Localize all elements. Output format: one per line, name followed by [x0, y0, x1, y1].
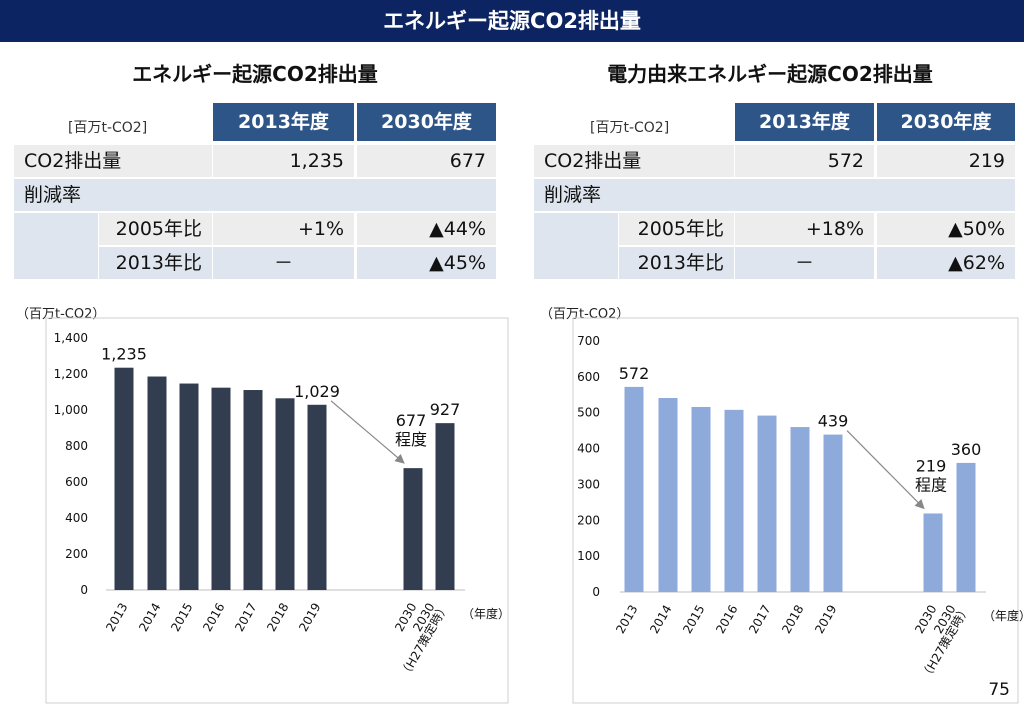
- left-row-2005-2030: ▲44%: [357, 213, 496, 245]
- left-chart-data-label: 927: [430, 400, 461, 419]
- left-chart-ytick-label: 400: [65, 511, 88, 525]
- right-chart-bar: [790, 427, 810, 592]
- right-chart-xtick-label: 2019: [812, 603, 839, 636]
- right-chart-xtick-label: 2018: [779, 603, 806, 636]
- right-chart-trend-arrow: [846, 430, 925, 510]
- left-chart-xtick-label: 2017: [232, 601, 259, 634]
- left-row-emission-2030: 677: [357, 145, 496, 177]
- left-chart-trend-arrow: [330, 400, 405, 464]
- right-row-2013-2013: －: [735, 247, 874, 279]
- left-row-emission-label: CO2排出量: [14, 145, 212, 177]
- left-row-reduction-label: 削減率: [14, 179, 496, 211]
- right-table-title: 電力由来エネルギー起源CO2排出量: [607, 62, 933, 86]
- left-chart-frame: [45, 317, 509, 704]
- left-chart-xtick-label: 2015: [168, 601, 195, 634]
- right-chart-xtick-label: 2017: [746, 603, 773, 636]
- right-row-emission-label: CO2排出量: [534, 145, 734, 177]
- right-row-emission-2013: 572: [735, 145, 874, 177]
- left-row-emission-2013: 1,235: [213, 145, 354, 177]
- left-chart-ytick-label: 0: [80, 583, 88, 597]
- left-chart-data-label-sub: 程度: [395, 430, 427, 449]
- left-chart-ytick-label: 600: [65, 475, 88, 489]
- left-reduction-spacer: [14, 213, 98, 279]
- right-chart-data-label: 572: [619, 364, 650, 383]
- right-chart-x-unit: （年度）: [983, 608, 1024, 623]
- right-chart-ytick-label: 400: [577, 442, 600, 456]
- left-chart-ytick-label: 1,000: [54, 403, 88, 417]
- right-chart-ytick-label: 700: [577, 334, 600, 348]
- right-chart-data-label: 360: [951, 440, 982, 459]
- left-col-2013: 2013年度: [213, 103, 354, 141]
- left-chart-data-label: 1,029: [294, 382, 340, 401]
- right-chart-bar: [823, 434, 843, 592]
- left-chart-xtick-label: 2014: [136, 601, 163, 634]
- left-chart-bar: [179, 383, 199, 590]
- left-chart-bar: [435, 423, 455, 590]
- left-chart-bar: [307, 404, 327, 590]
- right-chart-ytick-label: 500: [577, 406, 600, 420]
- left-chart-data-label: 677: [396, 411, 427, 430]
- right-row-reduction-label: 削減率: [534, 179, 1015, 211]
- right-chart-bar: [757, 415, 777, 592]
- page-title: エネルギー起源CO2排出量: [383, 9, 641, 33]
- left-col-2030: 2030年度: [357, 103, 496, 141]
- right-chart-bar: [724, 409, 744, 592]
- right-chart-ytick-label: 100: [577, 549, 600, 563]
- right-chart-ytick-label: 300: [577, 477, 600, 491]
- left-table-title: エネルギー起源CO2排出量: [132, 62, 378, 86]
- header-banner: [0, 0, 1024, 42]
- right-chart-ytick-label: 0: [592, 585, 600, 599]
- right-chart-bar: [658, 398, 678, 592]
- left-row-2005-2013: +1%: [213, 213, 354, 245]
- left-chart-xtick-label: 2019: [296, 601, 323, 634]
- left-row-2005-label: 2005年比: [99, 213, 212, 245]
- right-chart-xtick-label: 2013: [613, 603, 640, 636]
- right-row-2013-label: 2013年比: [619, 247, 734, 279]
- left-chart-xtick-label: 2016: [200, 601, 227, 634]
- left-chart-ytick-label: 1,400: [54, 331, 88, 345]
- right-unit-label: [百万t-CO2]: [590, 120, 670, 136]
- right-chart-bar: [691, 406, 711, 592]
- right-chart-xtick-label: 2014: [647, 603, 674, 636]
- left-row-2013-label: 2013年比: [99, 247, 212, 279]
- right-col-2013: 2013年度: [735, 103, 874, 141]
- right-reduction-spacer: [534, 213, 618, 279]
- right-row-2013-2030: ▲62%: [877, 247, 1015, 279]
- right-chart-data-label: 219: [916, 456, 947, 475]
- right-row-emission-2030: 219: [877, 145, 1015, 177]
- right-chart-xtick-label: 2016: [713, 603, 740, 636]
- left-row-2013-2013: －: [213, 247, 354, 279]
- page-number: 75: [988, 680, 1010, 700]
- left-chart-bar: [275, 398, 295, 590]
- left-chart-bar: [243, 390, 263, 590]
- right-row-2005-label: 2005年比: [619, 213, 734, 245]
- right-chart-bar: [624, 386, 644, 592]
- right-chart-bar: [956, 462, 976, 592]
- left-chart-bar: [147, 376, 167, 590]
- right-chart-data-label: 439: [818, 412, 849, 431]
- right-row-2005-2013: +18%: [735, 213, 874, 245]
- left-chart-bar: [114, 367, 134, 590]
- right-chart-xtick-label: 2015: [680, 603, 707, 636]
- right-chart-ytick-label: 600: [577, 370, 600, 384]
- left-chart-data-label: 1,235: [101, 345, 147, 364]
- left-chart-bar: [403, 468, 423, 590]
- left-chart-x-unit: （年度）: [462, 606, 510, 621]
- right-chart-ytick-label: 200: [577, 513, 600, 527]
- left-unit-label: [百万t-CO2]: [68, 120, 148, 136]
- left-chart-ytick-label: 800: [65, 439, 88, 453]
- right-chart-frame: [572, 317, 1019, 704]
- left-chart-xtick-label: 2013: [103, 601, 130, 634]
- right-chart-bar: [923, 513, 943, 592]
- left-chart-xtick-label: 2018: [264, 601, 291, 634]
- left-row-2013-2030: ▲45%: [357, 247, 496, 279]
- right-col-2030: 2030年度: [877, 103, 1015, 141]
- left-chart-ytick-label: 200: [65, 547, 88, 561]
- right-chart-data-label-sub: 程度: [915, 475, 947, 494]
- left-chart-bar: [211, 387, 231, 590]
- left-chart-ytick-label: 1,200: [54, 367, 88, 381]
- right-row-2005-2030: ▲50%: [877, 213, 1015, 245]
